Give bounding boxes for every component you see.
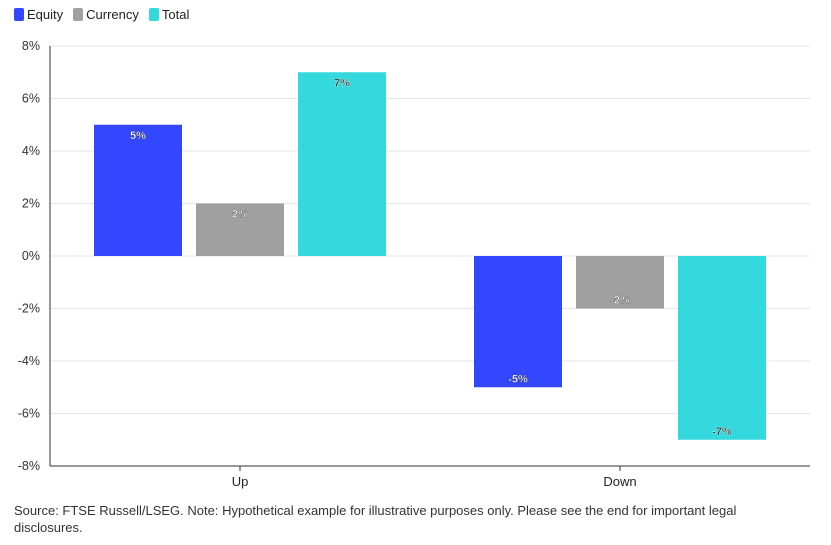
y-tick-label: 0%: [22, 249, 40, 263]
bar-chart: 8% 6% 4% 2% 0% -2% -4% -6% -8% Up 5% 2% 7% Down -5% -2%…: [18, 39, 810, 489]
y-tick-label: -6%: [18, 407, 40, 421]
y-tick-label: -8%: [18, 459, 40, 473]
legend-item-equity: Equity: [14, 7, 63, 22]
legend-swatch: [73, 8, 84, 21]
y-tick-label: 4%: [22, 144, 40, 158]
bar-total-up: [298, 72, 386, 256]
bar-currency-down: [576, 256, 664, 309]
y-tick-label: 2%: [22, 197, 40, 211]
legend-item-currency: Currency: [73, 7, 139, 22]
y-tick-label: -4%: [18, 354, 40, 368]
data-label: -7%: [712, 426, 732, 438]
y-tick-label: 6%: [22, 92, 40, 106]
bar-equity-up: [94, 124, 182, 256]
bar-currency-up: [196, 203, 284, 256]
data-label: -2%: [610, 295, 630, 307]
x-tick-label: Up: [232, 474, 249, 489]
legend-swatch: [14, 8, 24, 21]
data-label: 2%: [232, 209, 248, 221]
bar-total-down: [678, 256, 766, 440]
legend-swatch: [148, 8, 159, 21]
y-tick-label: -2%: [18, 302, 40, 316]
legend-item-total: Total: [148, 7, 190, 22]
bar-equity-down: [474, 256, 562, 388]
data-label: 5%: [130, 130, 146, 142]
data-label: -5%: [508, 373, 528, 385]
legend-label: Total: [161, 7, 190, 22]
legend-label: Currency: [86, 7, 139, 22]
legend-label: Equity: [27, 7, 64, 22]
source-note: Source: FTSE Russell/LSEG. Note: Hypothe…: [14, 503, 737, 535]
y-tick-label: 8%: [22, 39, 40, 53]
data-label: 7%: [334, 77, 350, 89]
legend: Equity Currency Total: [14, 7, 189, 22]
x-tick-label: Down: [603, 474, 636, 489]
